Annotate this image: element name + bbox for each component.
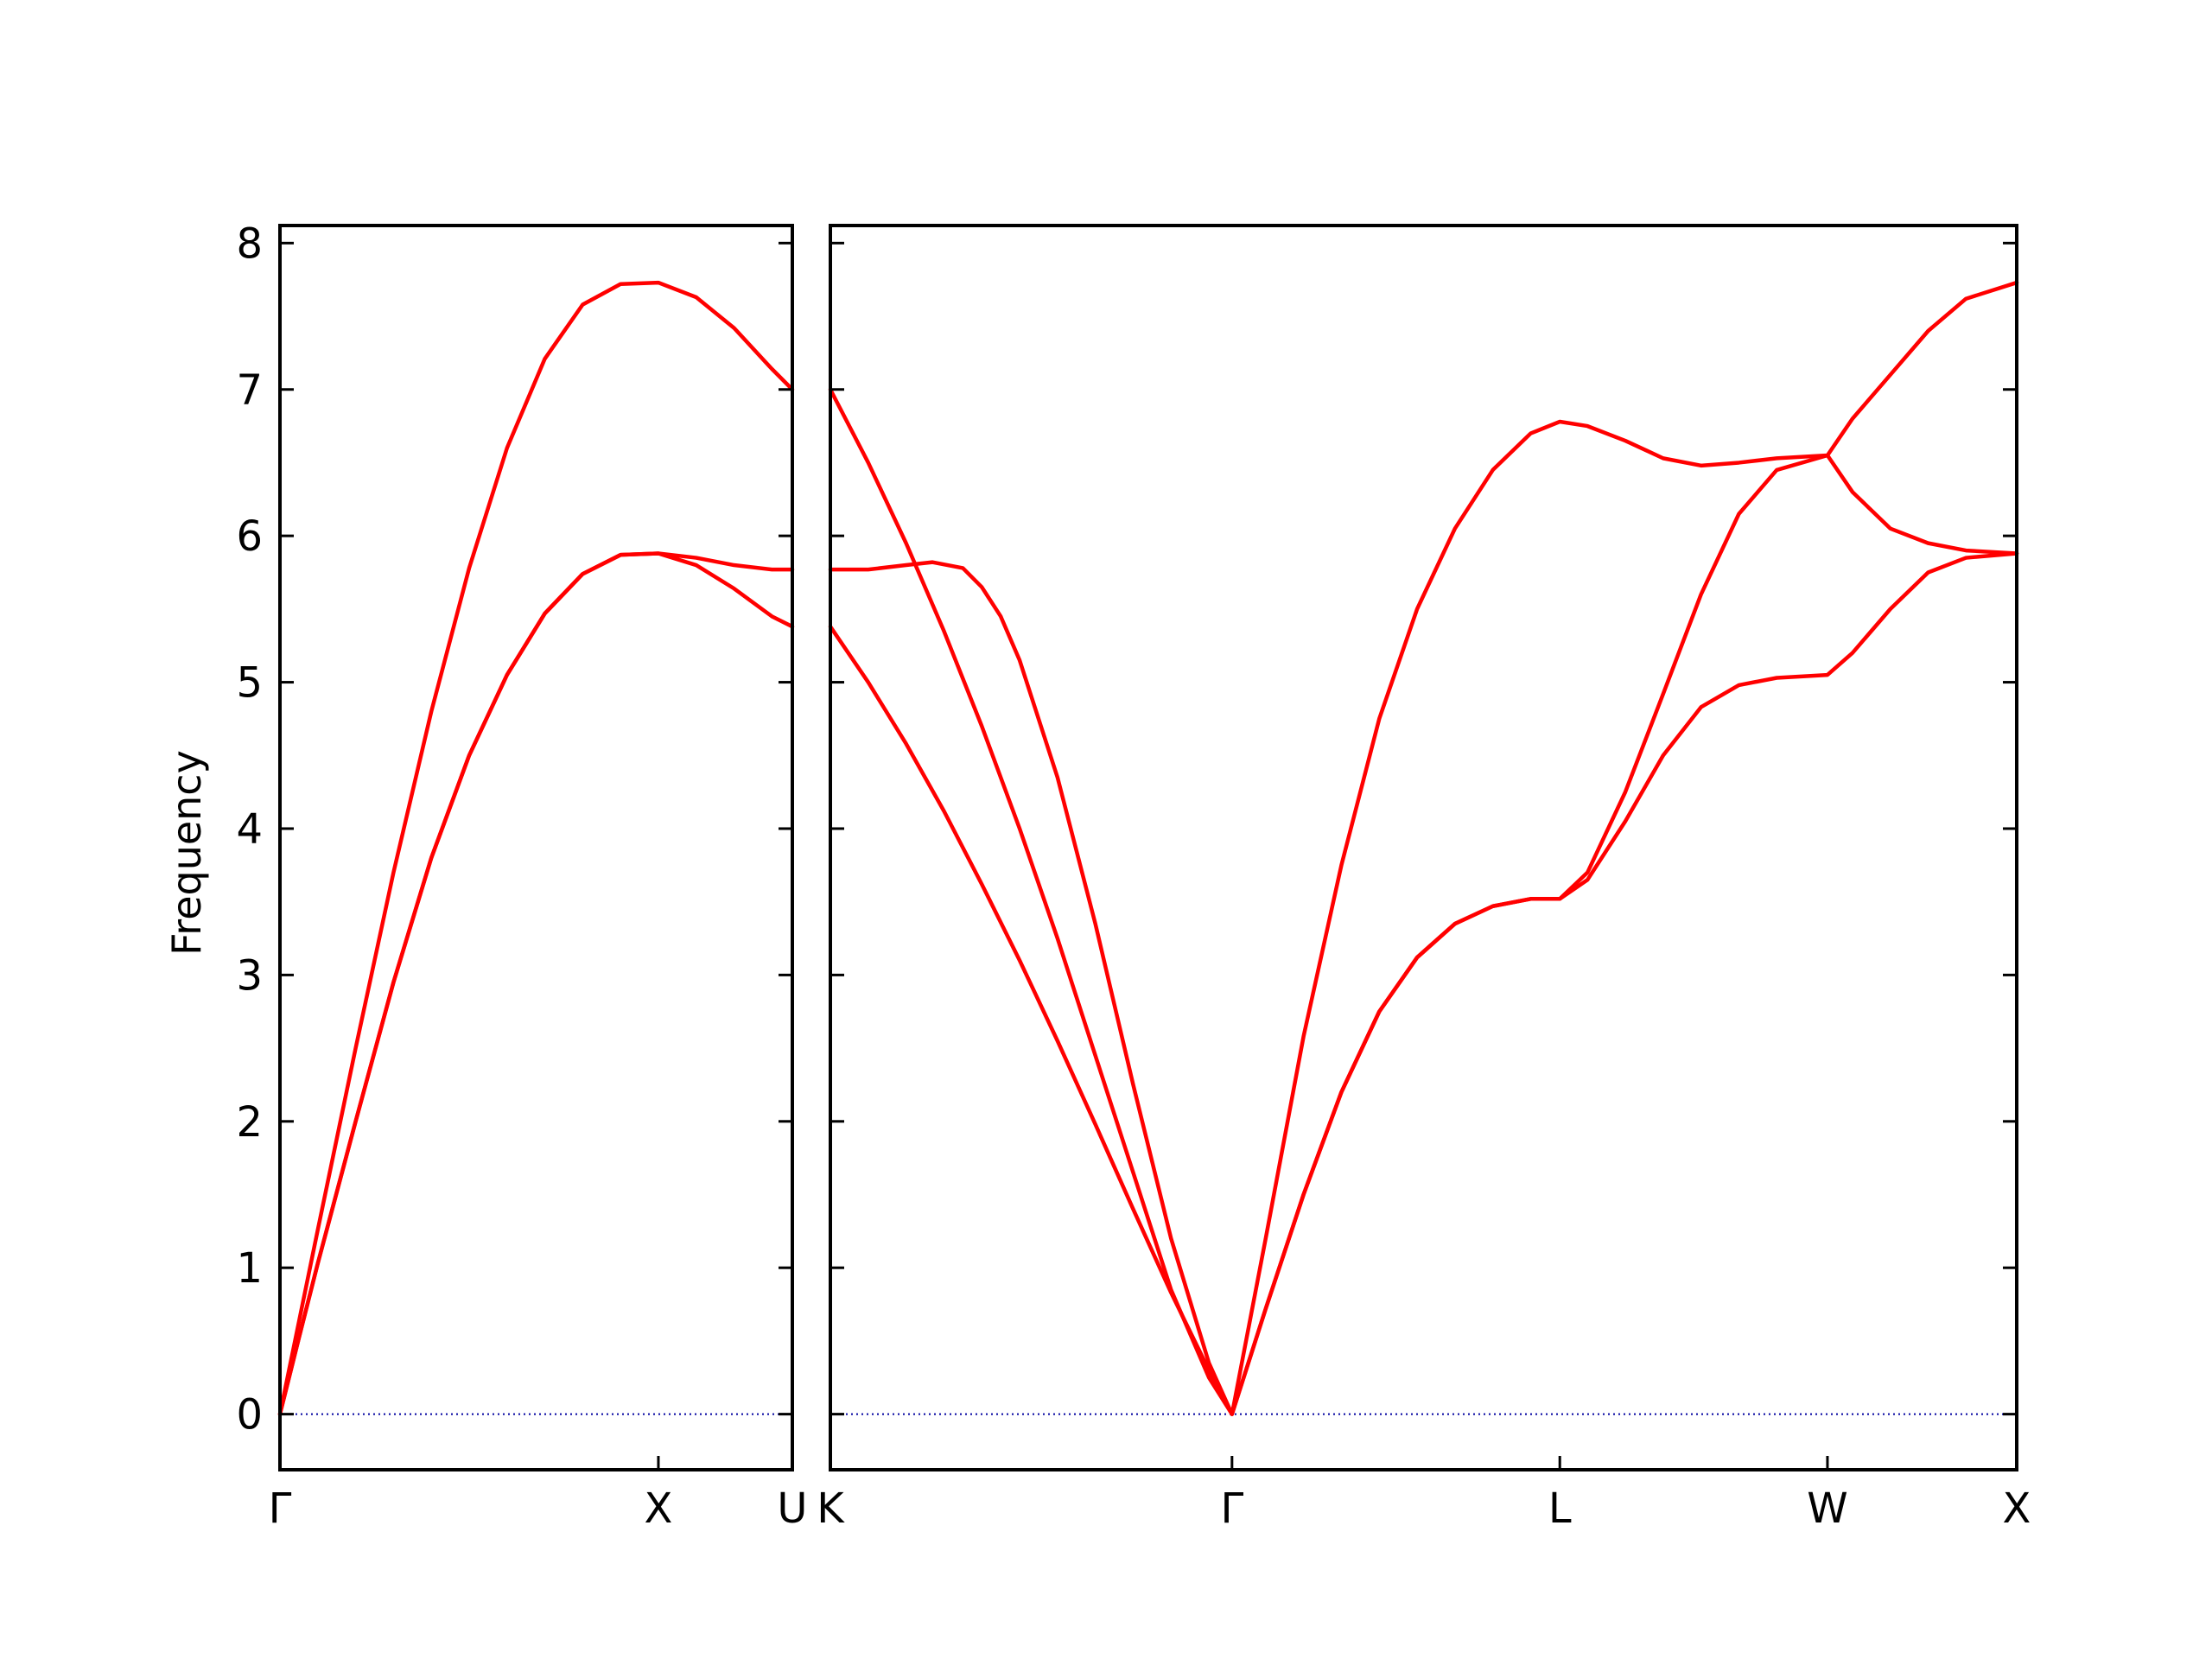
x-tick-label: L xyxy=(1548,1484,1572,1533)
y-tick-label: 1 xyxy=(236,1244,263,1293)
band-line-panel1-3 xyxy=(277,551,795,1416)
x-tick-label: U xyxy=(777,1484,807,1533)
plot-frame-panel1 xyxy=(278,224,794,1471)
x-tick-label: W xyxy=(1807,1484,1847,1533)
x-tick-label: X xyxy=(645,1484,673,1533)
y-tick-label: 8 xyxy=(236,219,263,268)
y-tick-label: 0 xyxy=(236,1391,263,1440)
plot-frame-panel2 xyxy=(829,224,2018,1471)
x-tick-label: Γ xyxy=(269,1484,292,1533)
y-tick-label: 3 xyxy=(236,951,263,1000)
x-tick-label: K xyxy=(817,1484,845,1533)
x-tick-label: X xyxy=(2003,1484,2031,1533)
band-line-panel2-1 xyxy=(828,280,2019,1416)
y-tick-label: 5 xyxy=(236,659,263,708)
y-tick-label: 6 xyxy=(236,512,263,561)
band-line-panel2-3 xyxy=(828,551,2019,1416)
x-tick-label: Γ xyxy=(1220,1484,1243,1533)
band-line-panel1-1 xyxy=(277,280,795,1416)
y-tick-label: 4 xyxy=(236,805,263,854)
y-tick-label: 7 xyxy=(236,366,263,415)
y-tick-label: 2 xyxy=(236,1098,263,1147)
y-axis-label: Frequency xyxy=(163,750,210,956)
band-line-panel1-2 xyxy=(277,551,795,1416)
